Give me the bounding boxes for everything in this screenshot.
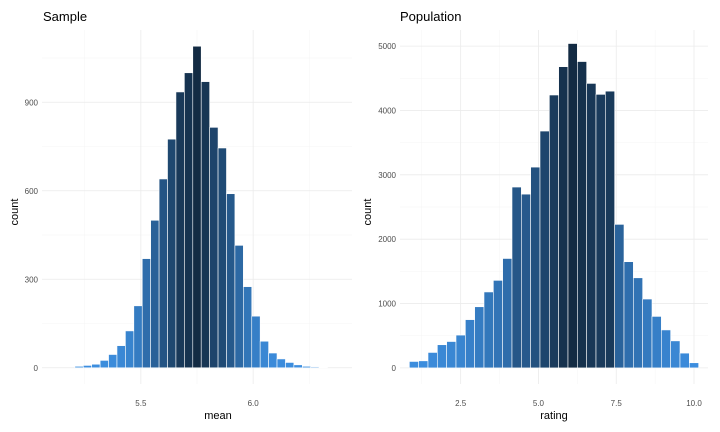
- sample-y-tick-label: 300: [25, 275, 39, 284]
- population-bar: [595, 94, 606, 369]
- sample-x-tick-label: 6.0: [248, 399, 260, 408]
- population-bar: [577, 61, 587, 369]
- population-y-tick-label: 4000: [378, 106, 396, 115]
- sample-bars: [74, 45, 328, 369]
- sample-bar: [200, 81, 210, 369]
- population-bar: [427, 352, 438, 369]
- population-bar: [483, 291, 494, 369]
- population-x-tick-label: 7.5: [611, 399, 623, 408]
- population-bar: [689, 362, 699, 369]
- population-bar: [623, 261, 634, 369]
- sample-y-tick-label: 900: [25, 98, 39, 107]
- population-y-tick-label: 2000: [378, 235, 396, 244]
- population-bar: [521, 193, 531, 369]
- sample-bar: [150, 219, 160, 369]
- sample-bar: [251, 315, 261, 369]
- population-bar: [493, 280, 503, 369]
- population-bar: [679, 352, 690, 369]
- sample-bar: [276, 358, 286, 369]
- population-title: Population: [400, 9, 461, 24]
- population-bar: [539, 130, 550, 369]
- population-x-tick-label: 10.0: [686, 399, 702, 408]
- sample-x-tick-labels: 5.5 6.0: [135, 399, 259, 408]
- sample-y-axis-label: count: [9, 199, 21, 226]
- population-x-tick-label: 5.0: [533, 399, 545, 408]
- sample-bar: [82, 365, 93, 369]
- population-y-tick-label: 5000: [378, 42, 396, 51]
- population-bars: [409, 43, 699, 369]
- sample-bar: [268, 352, 278, 369]
- population-y-axis-label: count: [362, 199, 374, 226]
- population-bar: [558, 66, 569, 369]
- sample-bar: [158, 178, 168, 369]
- population-y-tick-label: 3000: [378, 171, 396, 180]
- population-bar: [530, 166, 541, 369]
- population-bar: [437, 344, 447, 369]
- population-bar: [502, 258, 513, 369]
- sample-bar: [301, 365, 312, 369]
- sample-bar: [226, 193, 236, 369]
- sample-bar: [318, 366, 328, 369]
- sample-bar: [141, 258, 151, 369]
- sample-bar: [175, 91, 185, 369]
- population-bar: [614, 224, 625, 369]
- population-bar: [670, 340, 681, 369]
- sample-panel: Sample 0 300 600 900 5.5 6.0 mean count: [9, 9, 352, 422]
- sample-bar: [243, 286, 253, 369]
- population-bar: [465, 319, 475, 369]
- population-panel: Population 0 1000 2000 3000 4000 5000 2.5 5.0 7…: [362, 9, 708, 422]
- sample-y-tick-labels: 0 300 600 900: [25, 98, 39, 373]
- sample-bar: [310, 366, 320, 369]
- population-bar: [605, 90, 615, 369]
- population-y-tick-labels: 0 1000 2000 3000 4000 5000: [378, 42, 396, 373]
- sample-y-tick-label: 0: [34, 364, 39, 373]
- population-y-tick-label: 0: [392, 364, 397, 373]
- sample-bar: [209, 127, 219, 369]
- sample-bar: [125, 330, 135, 369]
- population-bar: [549, 94, 559, 369]
- sample-x-tick-label: 5.5: [135, 399, 147, 408]
- sample-bar: [184, 72, 194, 369]
- sample-y-tick-label: 600: [25, 187, 39, 196]
- population-bar: [418, 360, 429, 369]
- population-bar: [455, 334, 466, 369]
- sample-bar: [167, 138, 177, 369]
- population-bar: [567, 43, 578, 369]
- population-y-tick-label: 1000: [378, 300, 396, 309]
- population-x-axis-label: rating: [540, 410, 568, 422]
- sample-bar: [293, 364, 303, 369]
- population-bar: [474, 306, 485, 369]
- sample-bar: [217, 147, 227, 369]
- population-x-tick-label: 2.5: [455, 399, 467, 408]
- population-bar: [446, 341, 457, 369]
- sample-bar: [259, 340, 269, 369]
- sample-bar: [91, 363, 101, 369]
- population-bar: [409, 361, 419, 369]
- sample-x-axis-label: mean: [204, 410, 232, 422]
- population-bar: [511, 186, 522, 369]
- sample-title: Sample: [43, 9, 87, 24]
- sample-bar: [234, 245, 244, 369]
- sample-bar: [285, 362, 295, 369]
- population-bar: [642, 298, 653, 369]
- population-bar: [661, 329, 671, 369]
- population-bar: [651, 316, 662, 369]
- population-x-tick-labels: 2.5 5.0 7.5 10.0: [455, 399, 702, 408]
- population-bar: [633, 277, 643, 369]
- sample-bar: [108, 354, 118, 369]
- sample-bar: [99, 360, 109, 369]
- sample-bar: [133, 305, 143, 369]
- sample-bar: [116, 345, 126, 369]
- sample-bar: [74, 365, 84, 369]
- sample-bar: [192, 45, 202, 369]
- population-bar: [586, 83, 597, 369]
